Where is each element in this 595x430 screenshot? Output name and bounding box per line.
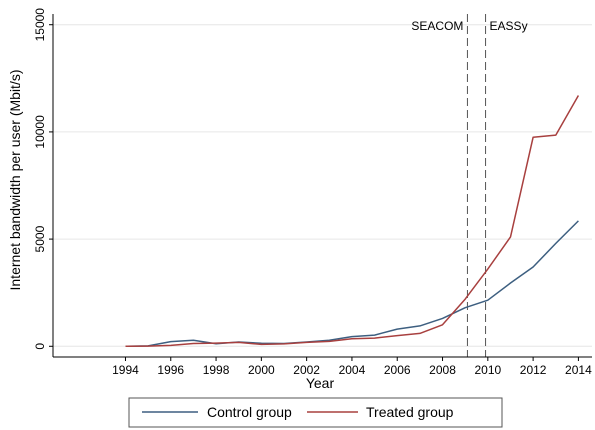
x-tick-label-2: 1998: [203, 363, 230, 377]
legend: Control group Treated group: [128, 397, 503, 428]
event-label-eassy: EASSy: [490, 19, 528, 33]
x-tick-label-6: 2006: [384, 363, 411, 377]
tick-labels: 1994 1996 1998 2000 2002 2004 2006 2008 2010 2012…: [33, 8, 592, 377]
y-tick-label-3: 15000: [33, 8, 47, 42]
series-line-control-group: [125, 220, 579, 348]
x-axis-title: Year: [306, 375, 335, 391]
series-lines: [125, 95, 580, 348]
x-tick-label-4: 2002: [293, 363, 320, 377]
y-tick-label-2: 10000: [33, 115, 47, 149]
x-tick-label-10: 2014: [565, 363, 592, 377]
x-tick-label-8: 2010: [474, 363, 501, 377]
y-tick-label-0: 0: [33, 343, 47, 350]
legend-label-treated: Treated group: [366, 404, 454, 420]
x-tick-label-9: 2012: [520, 363, 547, 377]
y-axis-title: Internet bandwidth per user (Mbit/s): [7, 70, 23, 291]
x-tick-label-3: 2000: [248, 363, 275, 377]
series-line-treated-group: [125, 95, 580, 348]
event-label-seacom: SEACOM: [411, 19, 463, 33]
x-tick-label-7: 2008: [429, 363, 456, 377]
event-lines: SEACOM EASSy: [411, 14, 528, 357]
x-tick-label-0: 1994: [112, 363, 139, 377]
axes: [52, 14, 592, 358]
x-tick-label-5: 2004: [339, 363, 366, 377]
x-tick-label-1: 1996: [157, 363, 184, 377]
legend-label-control: Control group: [207, 404, 292, 420]
y-tick-label-1: 5000: [33, 225, 47, 252]
